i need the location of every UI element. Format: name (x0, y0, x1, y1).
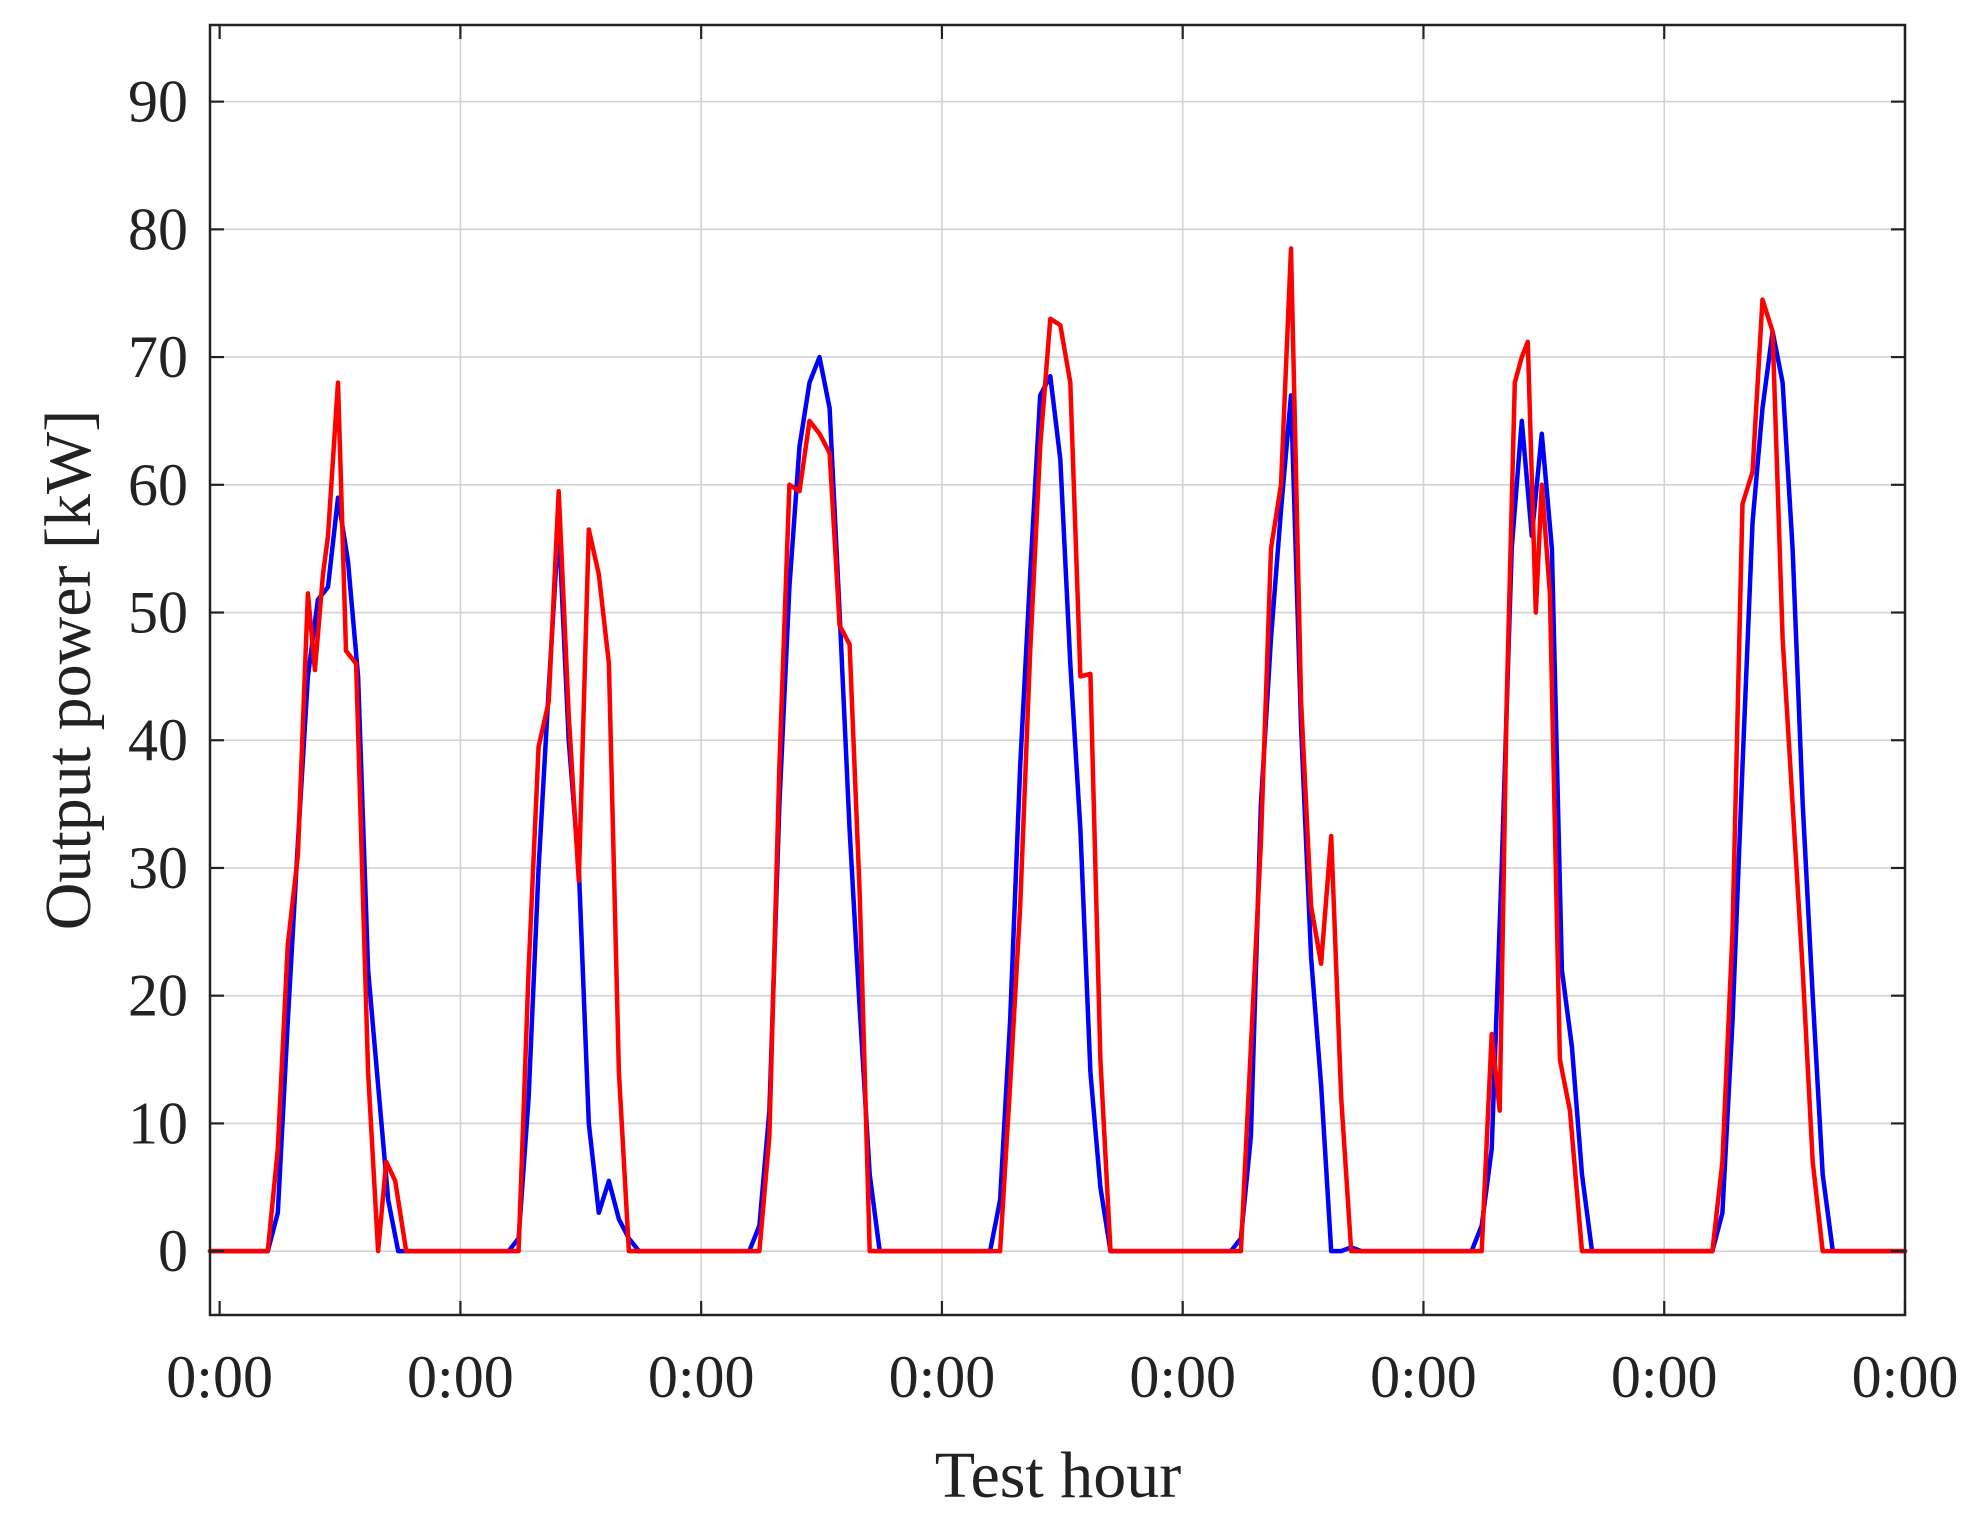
y-tick-label: 80 (128, 196, 188, 262)
y-tick-label: 30 (128, 835, 188, 901)
y-tick-label: 20 (128, 963, 188, 1029)
x-tick-label: 0:00 (166, 1344, 273, 1410)
plot-background (210, 25, 1905, 1315)
series-line-2 (207, 246, 1908, 1254)
series-lines (207, 246, 1908, 1254)
x-tick-label: 0:00 (648, 1344, 755, 1410)
x-tick-label: 0:00 (1611, 1344, 1718, 1410)
y-axis-label: Output power [kW] (32, 410, 105, 931)
y-tick-label: 90 (128, 69, 188, 135)
y-tick-label: 0 (158, 1218, 188, 1284)
x-axis-label: Test hour (935, 1439, 1182, 1512)
grid-lines (210, 25, 1905, 1315)
x-tick-label: 0:00 (1129, 1344, 1236, 1410)
x-tick-label: 0:00 (1852, 1344, 1959, 1410)
y-tick-label: 50 (128, 580, 188, 646)
x-tick-label: 0:00 (889, 1344, 996, 1410)
y-tick-labels: 0 10 20 30 40 50 60 70 80 90 (128, 69, 188, 1285)
y-tick-label: 10 (128, 1090, 188, 1156)
y-tick-label: 60 (128, 452, 188, 518)
axis-ticks (210, 25, 1907, 1315)
y-tick-label: 70 (128, 324, 188, 390)
x-tick-label: 0:00 (407, 1344, 514, 1410)
plot-frame (208, 23, 1907, 1317)
y-tick-label: 40 (128, 707, 188, 773)
x-tick-label: 0:00 (1370, 1344, 1477, 1410)
x-tick-labels: 0:00 0:00 0:00 0:00 0:00 0:00 0:00 0:00 (166, 1344, 1958, 1410)
